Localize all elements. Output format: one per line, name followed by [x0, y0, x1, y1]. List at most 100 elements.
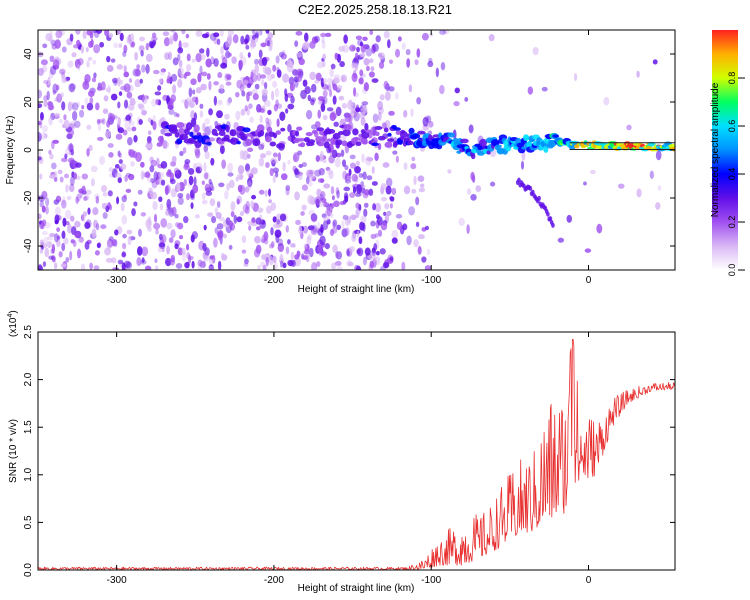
spectrogram-cell	[329, 89, 333, 98]
spectrogram-cell	[38, 156, 42, 161]
spectrogram-cell	[417, 245, 422, 255]
spectrogram-cell	[371, 166, 375, 174]
spectrogram-cell	[178, 66, 184, 77]
spectrogram-cell	[42, 261, 47, 267]
spectrogram-cell	[330, 186, 335, 195]
spectrogram-cell	[317, 178, 325, 183]
spectrogram-cell	[54, 233, 59, 243]
spectrogram-cell	[454, 87, 460, 94]
spectrogram-cell	[270, 227, 274, 236]
spectrogram-cell	[339, 61, 345, 68]
spectrogram-cell	[169, 37, 174, 45]
signal-cell	[307, 139, 316, 144]
spectrogram-cell	[264, 99, 271, 107]
spectrogram-cell	[82, 211, 88, 217]
spectrogram-cell	[363, 82, 369, 92]
signal-cell	[387, 132, 392, 137]
spectrogram-cell	[272, 64, 277, 72]
spectrogram-cell	[172, 57, 179, 66]
spectrogram-cell	[138, 118, 143, 125]
spectrogram-cell	[270, 241, 275, 248]
spectrogram-cell	[102, 192, 108, 197]
spectrogram-cell	[236, 198, 240, 205]
spectrogram-cell	[154, 258, 158, 263]
spectrogram-cell	[184, 99, 189, 109]
spectrogram-cell	[54, 39, 61, 49]
spectrogram-cell	[532, 46, 539, 56]
x-tick-label: -200	[264, 575, 284, 586]
spectrogram-cell	[319, 235, 326, 246]
signal-cell	[206, 141, 212, 146]
spectrogram-y-label: Frequency (Hz)	[5, 116, 16, 185]
spectrogram-cell	[70, 176, 75, 186]
signal-cell	[387, 138, 395, 142]
spectrogram-cell	[335, 187, 340, 195]
spectrogram-cell	[60, 199, 67, 209]
spectrogram-cell	[371, 181, 378, 186]
spectrogram-cell	[282, 262, 287, 269]
spectrogram-cell	[49, 105, 55, 110]
spectrogram-cell	[159, 135, 164, 145]
spectrogram-cell	[309, 173, 314, 180]
spectrogram-cell	[62, 217, 67, 227]
spectrogram-cell	[87, 90, 95, 97]
spectrogram-cell	[56, 227, 61, 232]
signal-cell	[395, 130, 402, 135]
spectrogram-cell	[343, 192, 349, 201]
spectrogram-cell	[43, 243, 47, 249]
secondary-signal-cell	[551, 222, 555, 228]
spectrogram-cell	[100, 224, 107, 230]
spectrogram-cell	[61, 75, 67, 84]
spectrogram-cell	[70, 149, 75, 156]
spectrogram-cell	[82, 214, 86, 223]
signal-cell	[343, 124, 352, 131]
signal-cell	[185, 122, 193, 131]
spectrogram-cell	[389, 59, 394, 64]
spectrogram-cell	[317, 61, 324, 69]
spectrogram-cell	[52, 89, 56, 95]
spectrogram-cell	[351, 72, 358, 83]
spectrogram-cell	[490, 181, 496, 187]
spectrogram-cell	[197, 259, 203, 267]
spectrogram-cell	[365, 47, 373, 57]
spectrogram-cell	[302, 255, 308, 260]
spectrogram-cell	[41, 230, 48, 236]
spectrogram-cell	[470, 171, 475, 181]
spectrogram-cell	[237, 165, 245, 175]
spectrogram-cell	[316, 188, 322, 197]
spectrogram-cell	[186, 252, 191, 260]
spectrogram-cell	[123, 71, 130, 78]
spectrogram-cell	[39, 248, 44, 254]
spectrogram-cell	[322, 89, 328, 98]
spectrogram-cell	[166, 222, 173, 230]
spectrogram-cell	[353, 56, 360, 64]
signal-cell	[377, 135, 386, 141]
spectrogram-cell	[38, 89, 43, 99]
spectrogram-cell	[123, 44, 128, 54]
spectrogram-cell	[374, 233, 379, 238]
spectrogram-cell	[329, 150, 334, 157]
spectrogram-cell	[329, 112, 337, 122]
spectrogram-cell	[162, 31, 170, 37]
spectrogram-cell	[133, 201, 138, 207]
spectrogram-cell	[160, 218, 168, 228]
signal-cell	[172, 124, 177, 133]
spectrogram-cell	[227, 97, 232, 104]
spectrogram-cell	[309, 71, 317, 81]
spectrogram-cell	[287, 124, 292, 133]
spectrogram-cell	[183, 73, 187, 80]
spectrogram-cell	[86, 60, 90, 68]
signal-cell	[225, 125, 230, 133]
spectrogram-cell	[308, 180, 313, 187]
spectrogram-cell	[105, 257, 113, 263]
signal-cell	[295, 130, 300, 137]
spectrogram-cell	[150, 177, 156, 184]
spectrogram-cell	[117, 101, 121, 109]
spectrogram-cell	[275, 99, 279, 108]
spectrogram-cell	[418, 234, 425, 240]
spectrogram-cell	[324, 32, 332, 38]
spectrogram-cell	[246, 91, 250, 102]
spectrogram-cell	[287, 103, 295, 110]
spectrogram-cell	[102, 108, 109, 115]
signal-cell	[335, 139, 343, 146]
